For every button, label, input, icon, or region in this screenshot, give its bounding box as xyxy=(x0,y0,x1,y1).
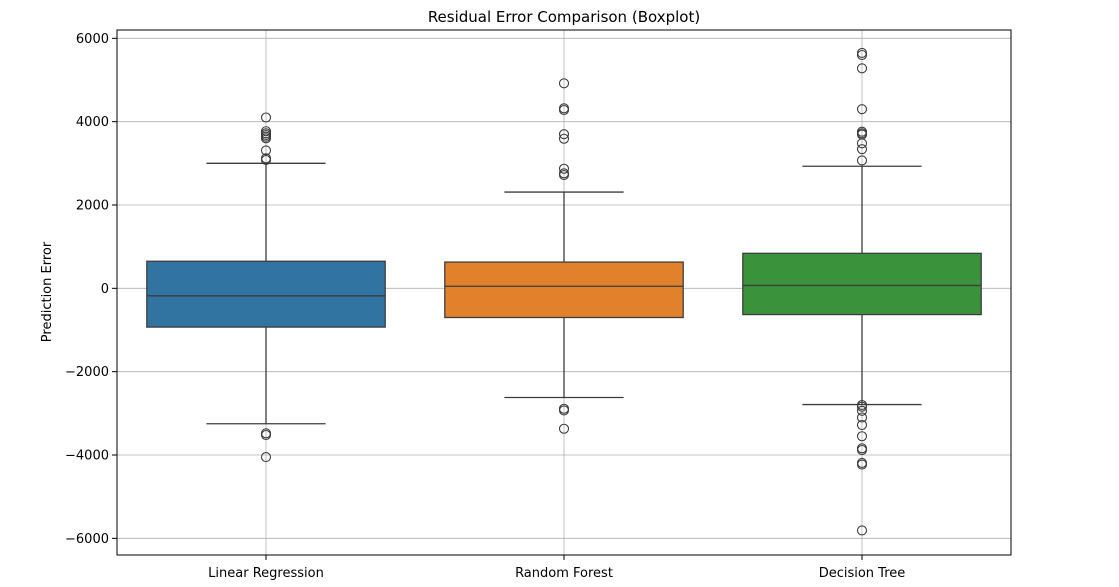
plot-area xyxy=(146,47,982,536)
x-tick-label: Decision Tree xyxy=(819,566,906,581)
x-tick-label: Random Forest xyxy=(515,566,613,581)
y-axis: −6000 −4000 −2000 0 2000 4000 6000 xyxy=(65,32,117,547)
outlier-point xyxy=(260,429,272,441)
outlier-point xyxy=(856,144,868,155)
outlier-point xyxy=(558,163,570,174)
iqr-box xyxy=(146,260,386,328)
outlier-point xyxy=(260,145,272,156)
outlier-point xyxy=(260,154,272,166)
y-tick-label: −2000 xyxy=(65,365,109,380)
outlier-point xyxy=(856,412,868,423)
outlier-point xyxy=(856,459,868,470)
y-axis-label: Prediction Error xyxy=(40,241,55,342)
outlier-point xyxy=(856,401,868,412)
outlier-point xyxy=(856,104,868,115)
x-axis: Linear Regression Random Forest Decision T… xyxy=(208,555,905,581)
outlier-point xyxy=(558,78,570,89)
y-tick-label: 4000 xyxy=(76,115,109,130)
box-group xyxy=(444,78,684,434)
y-tick-label: 2000 xyxy=(76,199,109,214)
outlier-point xyxy=(558,405,570,416)
outlier-point xyxy=(558,169,570,181)
outlier-point xyxy=(558,423,570,434)
y-tick-label: −4000 xyxy=(65,449,109,464)
y-tick-label: −6000 xyxy=(65,532,109,547)
outlier-point xyxy=(856,63,868,74)
outlier-point xyxy=(856,138,868,149)
outlier-point xyxy=(260,112,272,123)
outlier-point xyxy=(558,133,570,144)
outlier-point xyxy=(260,452,272,463)
y-tick-label: 0 xyxy=(101,282,109,297)
box-group xyxy=(146,112,386,463)
outlier-point xyxy=(856,431,868,442)
y-tick-label: 6000 xyxy=(76,32,109,47)
outlier-point xyxy=(856,49,868,61)
outlier-point xyxy=(260,133,272,144)
iqr-box xyxy=(444,261,684,319)
outlier-point xyxy=(856,155,868,166)
chart-title: Residual Error Comparison (Boxplot) xyxy=(428,8,700,26)
iqr-box xyxy=(742,252,982,316)
outlier-point xyxy=(558,104,570,116)
outlier-point xyxy=(558,129,570,140)
box-group xyxy=(742,47,982,536)
outlier-point xyxy=(856,444,868,456)
outlier-point xyxy=(856,419,868,431)
x-tick-label: Linear Regression xyxy=(208,566,324,581)
outlier-point xyxy=(856,525,868,536)
outlier-point xyxy=(856,405,868,416)
